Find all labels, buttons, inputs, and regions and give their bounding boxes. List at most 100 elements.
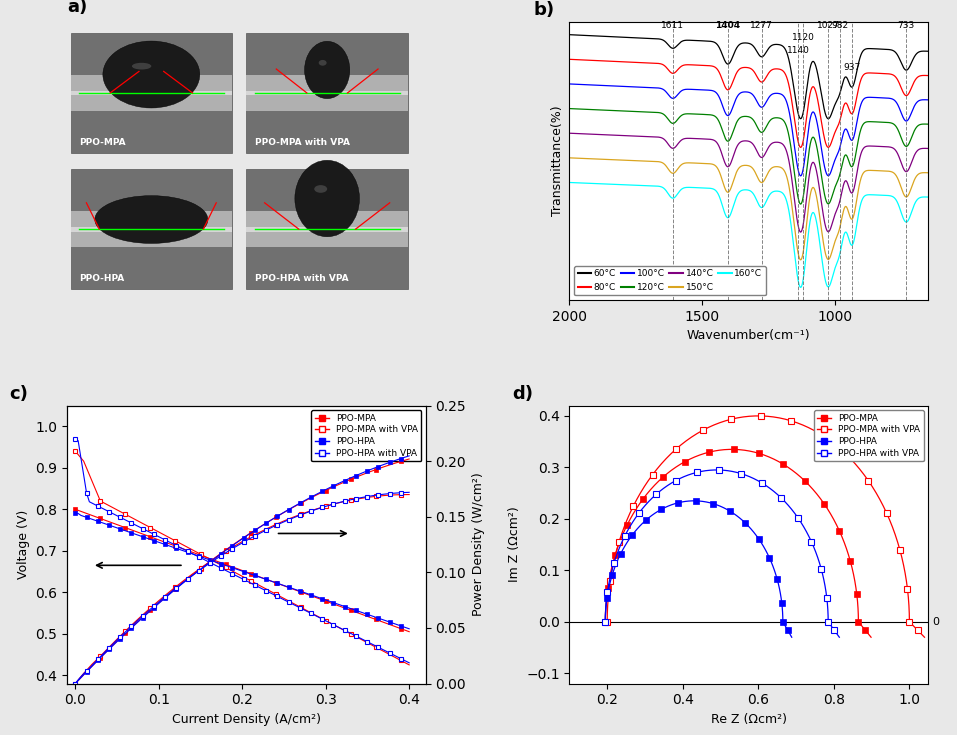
150°C xyxy=(923,168,934,177)
80°C xyxy=(582,56,593,65)
100°C xyxy=(582,80,593,89)
140°C xyxy=(738,137,749,146)
Y-axis label: Im Z (Ωcm²): Im Z (Ωcm²) xyxy=(507,506,521,582)
140°C xyxy=(912,146,924,154)
120°C xyxy=(564,104,575,113)
140°C xyxy=(795,228,807,237)
140°C xyxy=(582,129,593,138)
Bar xyxy=(247,226,408,232)
60°C xyxy=(738,38,749,47)
Text: 1404: 1404 xyxy=(715,21,741,30)
Y-axis label: Power Density (W/cm²): Power Density (W/cm²) xyxy=(472,473,485,617)
150°C xyxy=(738,161,749,170)
Line: 140°C: 140°C xyxy=(569,133,928,232)
60°C xyxy=(564,30,575,39)
Text: 733: 733 xyxy=(898,21,915,30)
160°C xyxy=(912,195,924,204)
Legend: 60°C, 80°C, 100°C, 120°C, 140°C, 150°C, 160°C: 60°C, 80°C, 100°C, 120°C, 140°C, 150°C, … xyxy=(574,266,766,295)
Line: 150°C: 150°C xyxy=(569,158,928,260)
60°C xyxy=(582,31,593,40)
X-axis label: Re Z (Ωcm²): Re Z (Ωcm²) xyxy=(711,713,787,726)
Text: PPO-MPA with VPA: PPO-MPA with VPA xyxy=(255,137,349,147)
Bar xyxy=(71,33,233,153)
100°C xyxy=(564,79,575,88)
120°C xyxy=(912,121,924,130)
100°C xyxy=(923,96,934,104)
100°C xyxy=(738,87,749,96)
Text: 982: 982 xyxy=(832,21,849,30)
150°C xyxy=(582,154,593,163)
Text: PPO-MPA: PPO-MPA xyxy=(78,137,125,147)
Text: 1277: 1277 xyxy=(750,21,773,30)
100°C xyxy=(728,98,740,107)
140°C xyxy=(728,148,740,157)
Text: c): c) xyxy=(10,385,29,403)
Bar xyxy=(71,226,233,232)
Y-axis label: Transmittance(%): Transmittance(%) xyxy=(551,106,564,216)
120°C xyxy=(582,105,593,114)
120°C xyxy=(923,120,934,129)
80°C xyxy=(912,73,924,82)
Ellipse shape xyxy=(126,230,177,243)
Ellipse shape xyxy=(295,160,360,237)
Text: 1120: 1120 xyxy=(791,32,814,41)
80°C xyxy=(846,110,857,118)
120°C xyxy=(795,200,807,209)
160°C xyxy=(923,193,934,201)
80°C xyxy=(923,71,934,80)
Line: 60°C: 60°C xyxy=(569,35,928,119)
Legend: PPO-MPA, PPO-MPA with VPA, PPO-HPA, PPO-HPA with VPA: PPO-MPA, PPO-MPA with VPA, PPO-HPA, PPO-… xyxy=(311,410,421,462)
100°C xyxy=(846,136,857,145)
Y-axis label: Voltage (V): Voltage (V) xyxy=(16,510,30,579)
Bar xyxy=(71,211,233,247)
Text: 1611: 1611 xyxy=(661,21,684,30)
80°C xyxy=(738,63,749,72)
Line: 80°C: 80°C xyxy=(569,60,928,148)
140°C xyxy=(923,144,934,153)
Ellipse shape xyxy=(304,41,350,98)
120°C xyxy=(912,121,924,130)
Text: b): b) xyxy=(534,1,555,19)
140°C xyxy=(846,188,857,197)
60°C xyxy=(846,82,857,91)
160°C xyxy=(795,283,807,292)
Bar xyxy=(247,169,408,289)
Ellipse shape xyxy=(95,196,208,243)
150°C xyxy=(795,256,807,265)
120°C xyxy=(846,162,857,171)
Bar xyxy=(247,75,408,111)
60°C xyxy=(923,47,934,56)
X-axis label: Wavenumber(cm⁻¹): Wavenumber(cm⁻¹) xyxy=(687,329,811,343)
Text: PPO-HPA: PPO-HPA xyxy=(78,274,123,283)
60°C xyxy=(912,49,924,57)
Bar xyxy=(247,33,408,153)
Bar xyxy=(71,75,233,111)
Bar xyxy=(71,90,233,96)
150°C xyxy=(912,171,924,179)
Text: a): a) xyxy=(67,0,87,16)
Ellipse shape xyxy=(103,41,200,108)
80°C xyxy=(912,73,924,82)
80°C xyxy=(728,74,740,82)
160°C xyxy=(582,179,593,187)
150°C xyxy=(846,215,857,223)
Text: d): d) xyxy=(512,385,533,403)
Line: 100°C: 100°C xyxy=(569,84,928,176)
60°C xyxy=(728,49,740,57)
Text: PPO-HPA with VPA: PPO-HPA with VPA xyxy=(255,274,348,283)
140°C xyxy=(564,129,575,137)
160°C xyxy=(912,195,924,204)
X-axis label: Current Density (A/cm²): Current Density (A/cm²) xyxy=(172,713,321,726)
60°C xyxy=(823,115,835,123)
Bar xyxy=(247,211,408,247)
160°C xyxy=(738,185,749,194)
Ellipse shape xyxy=(319,60,326,65)
Bar xyxy=(247,90,408,96)
150°C xyxy=(564,154,575,162)
Text: 0: 0 xyxy=(932,617,939,627)
100°C xyxy=(795,171,807,180)
Legend: PPO-MPA, PPO-MPA with VPA, PPO-HPA, PPO-HPA with VPA: PPO-MPA, PPO-MPA with VPA, PPO-HPA, PPO-… xyxy=(813,410,924,462)
Bar xyxy=(71,169,233,289)
150°C xyxy=(728,173,740,182)
60°C xyxy=(912,48,924,57)
